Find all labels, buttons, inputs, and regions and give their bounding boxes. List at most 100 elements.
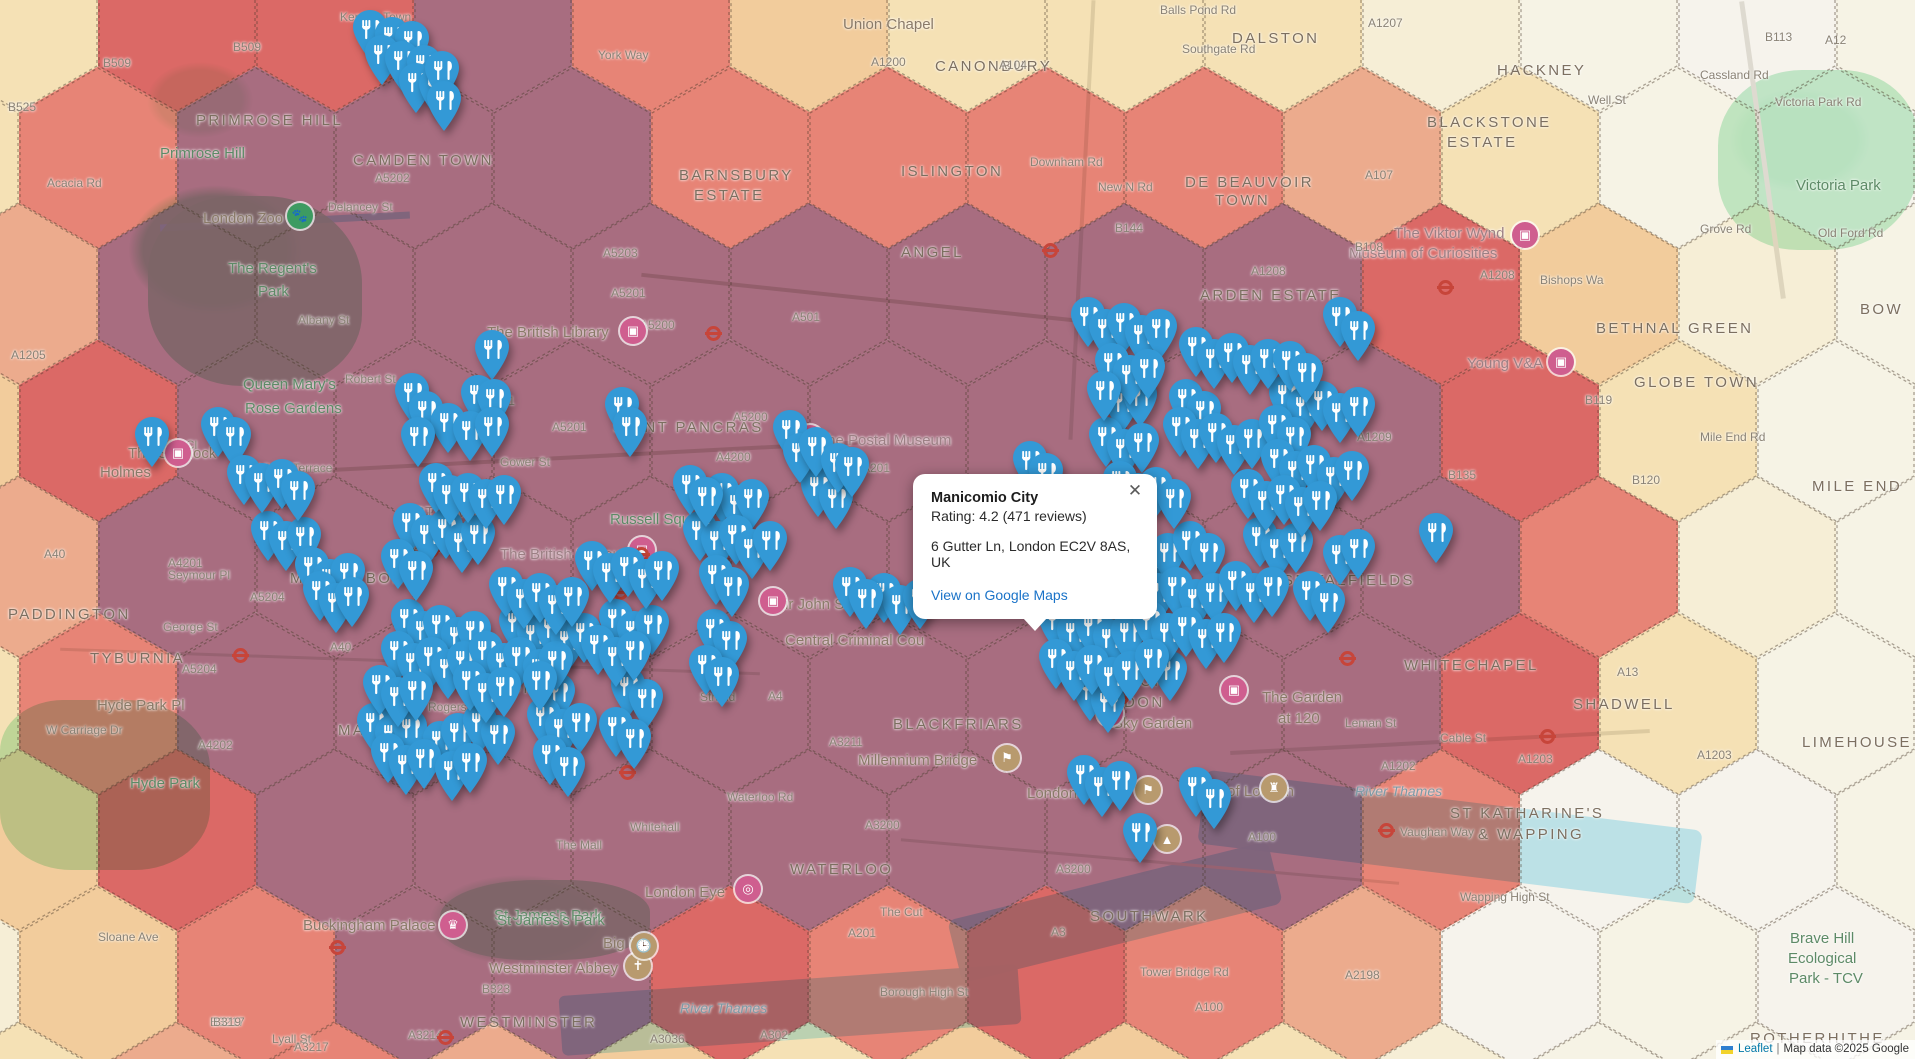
hex-cell (1678, 203, 1836, 385)
sir-john-soanes-museum-icon: ▣ (760, 588, 786, 614)
restaurant-marker[interactable] (750, 520, 790, 572)
restaurant-marker[interactable] (132, 416, 172, 468)
ukraine-flag-icon (1720, 1045, 1733, 1054)
restaurant-marker[interactable] (398, 416, 438, 468)
tube-station-icon (1378, 823, 1395, 838)
restaurant-marker[interactable] (614, 630, 654, 682)
hex-cell (0, 339, 19, 522)
restaurant-marker[interactable] (816, 478, 856, 530)
restaurant-marker[interactable] (332, 576, 372, 628)
restaurant-marker[interactable] (832, 446, 872, 498)
hex-cell (1125, 66, 1283, 249)
restaurant-marker[interactable] (1338, 310, 1378, 362)
restaurant-marker[interactable] (552, 576, 592, 628)
hex-cell (1362, 749, 1520, 931)
restaurant-marker[interactable] (472, 406, 512, 458)
hex-cell (1599, 612, 1757, 795)
restaurant-marker[interactable] (614, 718, 654, 770)
restaurant-marker[interactable] (520, 660, 560, 712)
restaurant-marker[interactable] (1252, 566, 1292, 618)
restaurant-marker[interactable] (846, 578, 886, 630)
restaurant-marker[interactable] (702, 656, 742, 708)
restaurant-marker[interactable] (1276, 522, 1316, 574)
restaurant-marker[interactable] (1416, 512, 1456, 564)
restaurant-marker[interactable] (1338, 386, 1378, 438)
millennium-bridge-icon: ⚑ (994, 745, 1020, 771)
restaurant-marker[interactable] (642, 550, 682, 602)
restaurant-marker[interactable] (1132, 638, 1172, 690)
restaurant-marker[interactable] (560, 702, 600, 754)
restaurant-marker[interactable] (1100, 760, 1140, 812)
leaflet-link[interactable]: Leaflet (1737, 1043, 1773, 1055)
tube-station-icon (437, 1030, 454, 1045)
hex-cell (1283, 66, 1441, 249)
restaurant-marker[interactable] (1232, 418, 1272, 470)
map-data-credit: Map data ©2025 Google (1783, 1043, 1909, 1055)
restaurant-marker[interactable] (450, 742, 490, 794)
hex-cell (1520, 476, 1678, 658)
restaurant-marker[interactable] (1084, 370, 1124, 422)
hex-cell (256, 203, 414, 385)
restaurant-marker[interactable] (712, 566, 752, 618)
tube-station-icon (1339, 651, 1356, 666)
restaurant-marker[interactable] (278, 470, 318, 522)
restaurant-marker[interactable] (428, 402, 468, 454)
london-zoo-icon: 🐾 (287, 203, 313, 229)
restaurant-marker[interactable] (626, 678, 666, 730)
restaurant-marker[interactable] (424, 80, 464, 132)
restaurant-marker[interactable] (214, 416, 254, 468)
restaurant-marker[interactable] (1332, 450, 1372, 502)
restaurant-marker[interactable] (404, 738, 444, 790)
london-bridge-icon: ⚑ (1135, 777, 1161, 803)
restaurant-marker[interactable] (396, 550, 436, 602)
hex-cell (1283, 612, 1441, 795)
restaurant-marker[interactable] (686, 476, 726, 528)
london-eye-icon: ◎ (735, 876, 761, 902)
hex-cell (1441, 339, 1599, 522)
viktor-wynd-museum-icon: ▣ (1512, 222, 1538, 248)
tube-station-icon (619, 765, 636, 780)
popup-place-name: Manicomio City (931, 490, 1039, 506)
map-popup[interactable]: ✕ Manicomio City Rating: 4.2 (471 review… (913, 474, 1157, 631)
restaurant-marker[interactable] (1194, 778, 1234, 830)
tube-station-icon (1042, 243, 1059, 258)
popup-close-icon[interactable]: ✕ (1127, 481, 1143, 500)
restaurant-marker[interactable] (732, 478, 772, 530)
sherlock-holmes-museum-icon: ▣ (165, 440, 191, 466)
restaurant-marker[interactable] (484, 666, 524, 718)
the-british-library-icon: ▣ (620, 318, 646, 344)
restaurant-marker[interactable] (472, 329, 512, 381)
hex-cell (1520, 203, 1678, 385)
hex-cell (0, 612, 19, 795)
hex-cell (1599, 66, 1757, 249)
restaurant-marker[interactable] (1122, 422, 1162, 474)
restaurant-marker[interactable] (1140, 308, 1180, 360)
young-va-museum-icon: ▣ (1548, 349, 1574, 375)
restaurant-marker[interactable] (1188, 532, 1228, 584)
restaurant-marker[interactable] (1128, 348, 1168, 400)
restaurant-marker[interactable] (484, 474, 524, 526)
restaurant-marker[interactable] (548, 746, 588, 798)
tower-of-london-icon: ♜ (1261, 775, 1287, 801)
view-on-google-maps-link[interactable]: View on Google Maps (931, 587, 1068, 603)
tube-station-icon (705, 326, 722, 341)
restaurant-marker[interactable] (610, 406, 650, 458)
restaurant-marker[interactable] (1204, 612, 1244, 664)
big-ben-icon: 🕒 (631, 933, 657, 959)
tube-station-icon (1437, 280, 1454, 295)
tube-station-icon (232, 648, 249, 663)
popup-rating: Rating: 4.2 (471 reviews) (931, 508, 1087, 524)
restaurant-marker[interactable] (1120, 812, 1160, 864)
hex-cell (1441, 612, 1599, 795)
restaurant-marker[interactable] (1154, 478, 1194, 530)
restaurant-marker[interactable] (1286, 352, 1326, 404)
hex-cell (1757, 339, 1915, 522)
restaurant-marker[interactable] (478, 714, 518, 766)
hex-cell (1362, 476, 1520, 658)
restaurant-marker[interactable] (1308, 582, 1348, 634)
restaurant-marker[interactable] (1300, 480, 1340, 532)
hex-cell (0, 66, 19, 249)
restaurant-marker[interactable] (1338, 528, 1378, 580)
restaurant-marker[interactable] (396, 670, 436, 722)
